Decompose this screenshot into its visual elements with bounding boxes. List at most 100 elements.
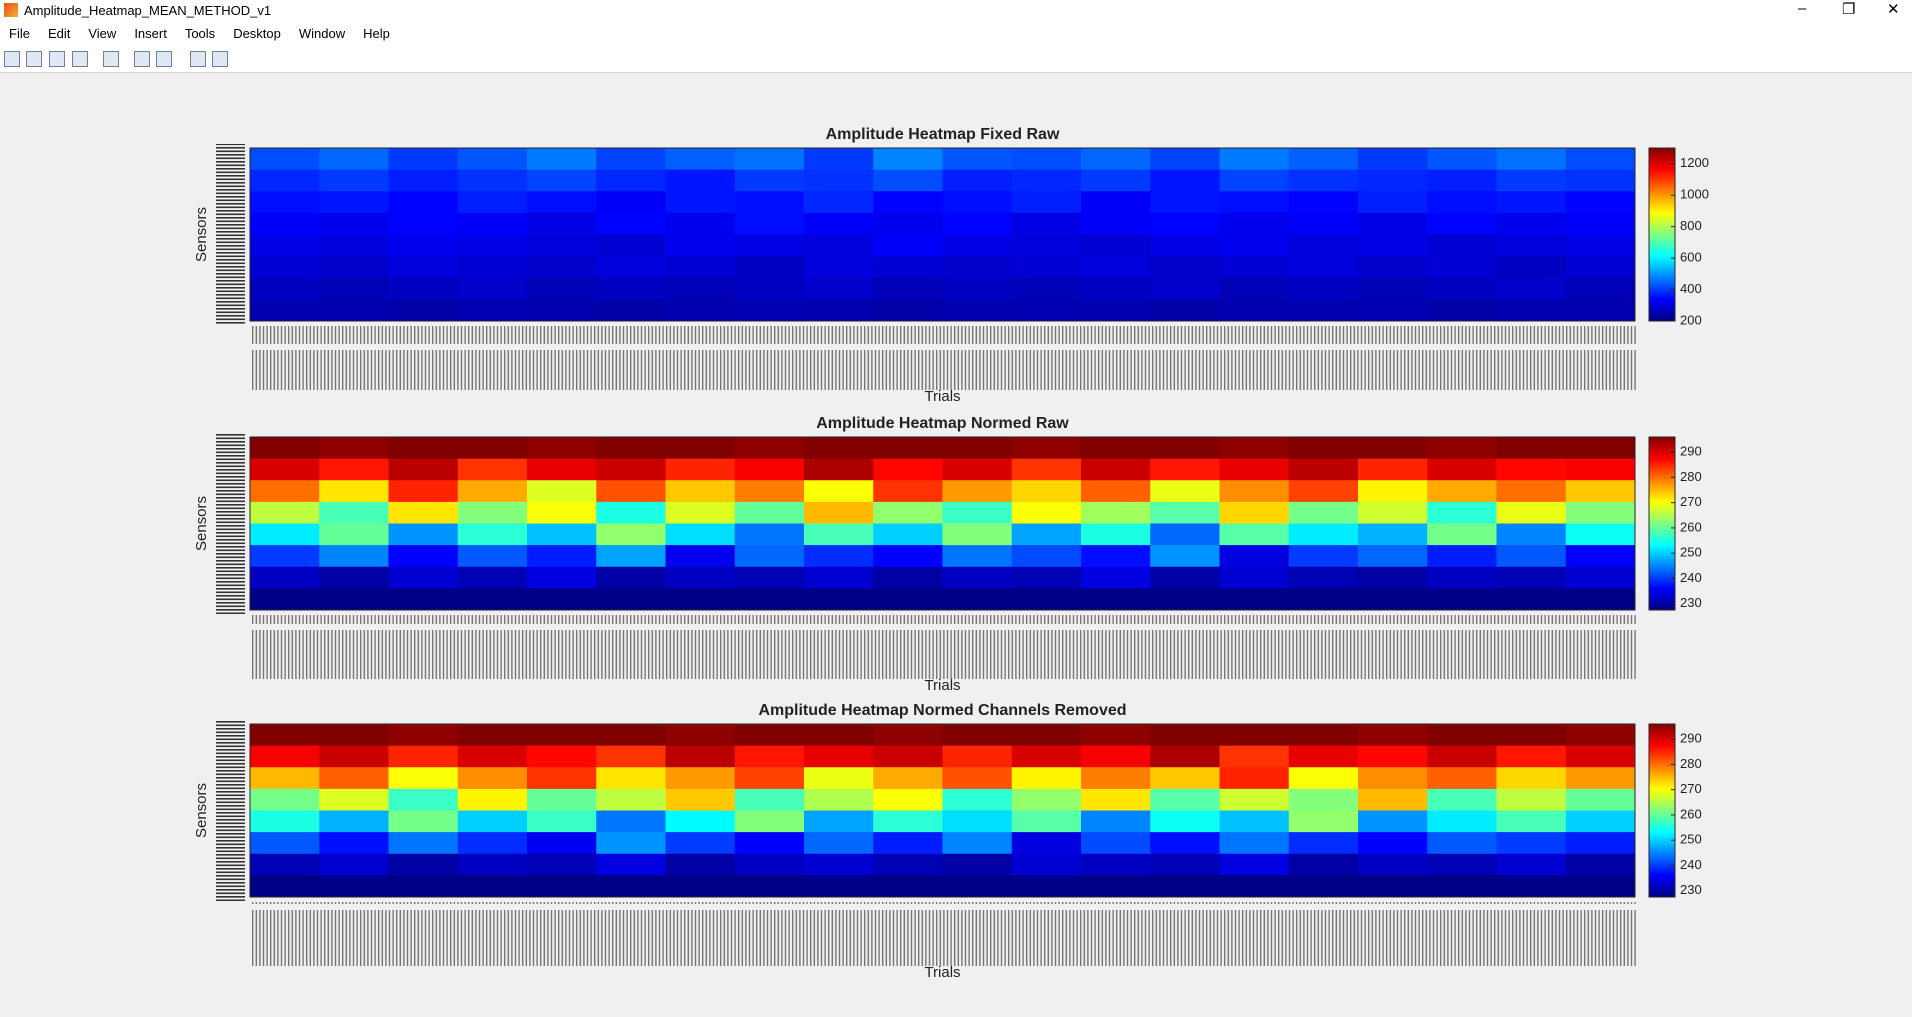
heatmap-cell bbox=[1427, 745, 1497, 768]
heatmap-cell bbox=[1496, 501, 1567, 524]
heatmap-cell bbox=[1288, 299, 1359, 322]
heatmap-cell bbox=[457, 788, 528, 811]
heatmap-cell bbox=[527, 212, 597, 235]
heatmap-cell bbox=[1565, 277, 1636, 300]
heatmap-cell bbox=[250, 745, 320, 768]
heatmap-cell bbox=[319, 788, 389, 811]
menu-item[interactable]: Desktop bbox=[233, 26, 281, 41]
heatmap-cell bbox=[1565, 545, 1636, 568]
heatmap-cell bbox=[1011, 545, 1082, 568]
heatmap-cell bbox=[804, 810, 874, 833]
axes-box bbox=[249, 147, 1636, 322]
restore[interactable]: ❐ bbox=[1842, 1, 1856, 18]
heatmap-cell bbox=[734, 191, 805, 214]
heatmap-cell bbox=[1081, 545, 1151, 568]
heatmap-cell bbox=[1011, 853, 1082, 876]
heatmap-cell bbox=[596, 875, 666, 898]
heatmap-cell bbox=[942, 458, 1013, 481]
heatmap-cell bbox=[1219, 810, 1290, 833]
minimize[interactable]: – bbox=[1798, 0, 1807, 17]
tool-save[interactable] bbox=[49, 51, 65, 67]
tool-select[interactable] bbox=[190, 51, 206, 67]
heatmap-cell bbox=[527, 788, 597, 811]
tool-link[interactable] bbox=[103, 51, 119, 67]
heatmap-cell bbox=[1219, 588, 1290, 611]
heatmap-cell bbox=[596, 191, 666, 214]
heatmap-cell bbox=[1496, 745, 1567, 768]
heatmap-cell bbox=[1565, 191, 1636, 214]
heatmap-cell bbox=[873, 767, 943, 790]
heatmap-cell bbox=[1219, 788, 1290, 811]
heatmap-cell bbox=[942, 480, 1013, 503]
heatmap-cell bbox=[457, 875, 528, 898]
heatmap-cell bbox=[1427, 437, 1497, 460]
heatmap-cell bbox=[942, 501, 1013, 524]
heatmap-cell bbox=[457, 299, 528, 322]
heatmap-cell bbox=[1081, 566, 1151, 589]
menu-item[interactable]: Tools bbox=[184, 26, 216, 41]
heatmap-cell bbox=[1150, 566, 1220, 589]
heatmap-cell bbox=[1358, 875, 1428, 898]
heatmap-cell bbox=[1427, 191, 1497, 214]
heatmap-cell bbox=[1219, 234, 1290, 257]
heatmap-cell bbox=[1011, 191, 1082, 214]
heatmap-cell bbox=[1288, 832, 1359, 855]
colorbar-tick-label: 280 bbox=[1680, 469, 1702, 484]
heatmap-cell bbox=[1150, 480, 1220, 503]
x-axis-label: Trials bbox=[924, 964, 960, 981]
heatmap-cell bbox=[1219, 523, 1290, 546]
heatmap-cell bbox=[1496, 234, 1567, 257]
heatmap-cell bbox=[527, 523, 597, 546]
heatmap-cell bbox=[734, 853, 805, 876]
menu-item[interactable]: Insert bbox=[134, 26, 167, 41]
heatmap-cell bbox=[1358, 588, 1428, 611]
tool-open[interactable] bbox=[26, 51, 42, 67]
heatmap-cell bbox=[1081, 501, 1151, 524]
heatmap-cell bbox=[942, 148, 1013, 171]
tool-print[interactable] bbox=[72, 51, 88, 67]
heatmap-cell bbox=[665, 545, 736, 568]
tool-inspect[interactable] bbox=[212, 51, 228, 67]
heatmap-cell bbox=[1427, 212, 1497, 235]
heatmap-cell bbox=[734, 458, 805, 481]
heatmap-cell bbox=[319, 501, 389, 524]
heatmap-cell bbox=[942, 169, 1013, 192]
app-icon bbox=[4, 3, 18, 17]
heatmap-cell bbox=[1358, 853, 1428, 876]
heatmap-cell bbox=[250, 234, 320, 257]
menu-item[interactable]: Help bbox=[363, 26, 390, 41]
heatmap-cell bbox=[804, 724, 874, 747]
menu-item[interactable]: View bbox=[88, 26, 117, 41]
heatmap-cell bbox=[804, 437, 874, 460]
heatmap-cell bbox=[1011, 523, 1082, 546]
heatmap-cell bbox=[1288, 437, 1359, 460]
heatmap-cell bbox=[665, 277, 736, 300]
heatmap-cell bbox=[596, 767, 666, 790]
heatmap-cell bbox=[734, 875, 805, 898]
colorbar-tick-label: 260 bbox=[1680, 519, 1702, 534]
heatmap-cell bbox=[457, 832, 528, 855]
heatmap-cell bbox=[1427, 277, 1497, 300]
heatmap-cell bbox=[873, 566, 943, 589]
tool-new[interactable] bbox=[4, 51, 20, 67]
tool-dock[interactable] bbox=[134, 51, 150, 67]
close[interactable]: ✕ bbox=[1887, 1, 1900, 18]
heatmap-cell bbox=[1081, 788, 1151, 811]
tool-legend[interactable] bbox=[156, 51, 172, 67]
x-axis-label: Trials bbox=[924, 677, 960, 694]
menu-item[interactable]: Edit bbox=[47, 26, 71, 41]
heatmap-cell bbox=[1496, 458, 1567, 481]
heatmap-cell bbox=[804, 148, 874, 171]
heatmap-cell bbox=[1496, 566, 1567, 589]
heatmap-cell bbox=[942, 256, 1013, 279]
heatmap-cell bbox=[596, 501, 666, 524]
heatmap-cell bbox=[665, 810, 736, 833]
heatmap-cell bbox=[1011, 212, 1082, 235]
heatmap-cell bbox=[388, 875, 459, 898]
heatmap-cell bbox=[319, 458, 389, 481]
colorbar-tick-label: 1000 bbox=[1680, 187, 1709, 202]
heatmap-cell bbox=[1565, 853, 1636, 876]
menu-item[interactable]: File bbox=[9, 26, 30, 41]
heatmap-cell bbox=[804, 212, 874, 235]
menu-item[interactable]: Window bbox=[298, 26, 346, 41]
